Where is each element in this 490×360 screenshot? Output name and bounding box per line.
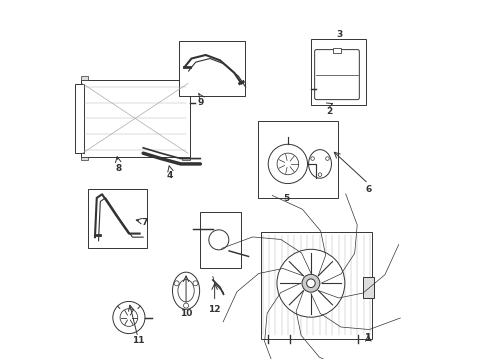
Text: 6: 6: [365, 185, 371, 194]
Circle shape: [326, 157, 329, 160]
Circle shape: [209, 230, 229, 250]
Text: 5: 5: [283, 194, 289, 203]
Text: 1: 1: [365, 333, 371, 343]
Circle shape: [318, 173, 322, 176]
FancyBboxPatch shape: [315, 50, 359, 100]
Text: 11: 11: [132, 336, 144, 345]
Circle shape: [184, 303, 189, 308]
Bar: [75, 84, 84, 153]
Circle shape: [277, 249, 345, 317]
Ellipse shape: [309, 150, 331, 178]
Bar: [81, 157, 88, 160]
Circle shape: [311, 157, 315, 160]
Circle shape: [113, 301, 145, 334]
Bar: [311, 39, 367, 105]
Bar: [261, 232, 372, 339]
Text: 7: 7: [142, 219, 148, 228]
Circle shape: [268, 144, 308, 184]
Ellipse shape: [178, 280, 194, 302]
Text: 8: 8: [115, 164, 122, 173]
Bar: [200, 212, 242, 267]
Circle shape: [307, 279, 315, 288]
Text: 10: 10: [180, 309, 192, 318]
Text: 3: 3: [337, 30, 343, 39]
Circle shape: [120, 309, 138, 327]
Bar: [363, 277, 373, 298]
Bar: [182, 76, 190, 80]
Text: 4: 4: [167, 171, 173, 180]
Circle shape: [277, 153, 299, 175]
Text: 9: 9: [197, 98, 203, 107]
Text: 12: 12: [208, 305, 221, 314]
Bar: [182, 157, 190, 160]
Bar: [81, 76, 88, 80]
Circle shape: [174, 281, 179, 286]
Bar: [179, 41, 245, 96]
Ellipse shape: [172, 272, 199, 309]
Circle shape: [302, 274, 320, 292]
Bar: [258, 121, 338, 198]
Circle shape: [193, 281, 198, 286]
Bar: [81, 80, 190, 157]
Text: 2: 2: [326, 107, 332, 116]
Bar: [88, 189, 147, 248]
Bar: [333, 48, 342, 53]
